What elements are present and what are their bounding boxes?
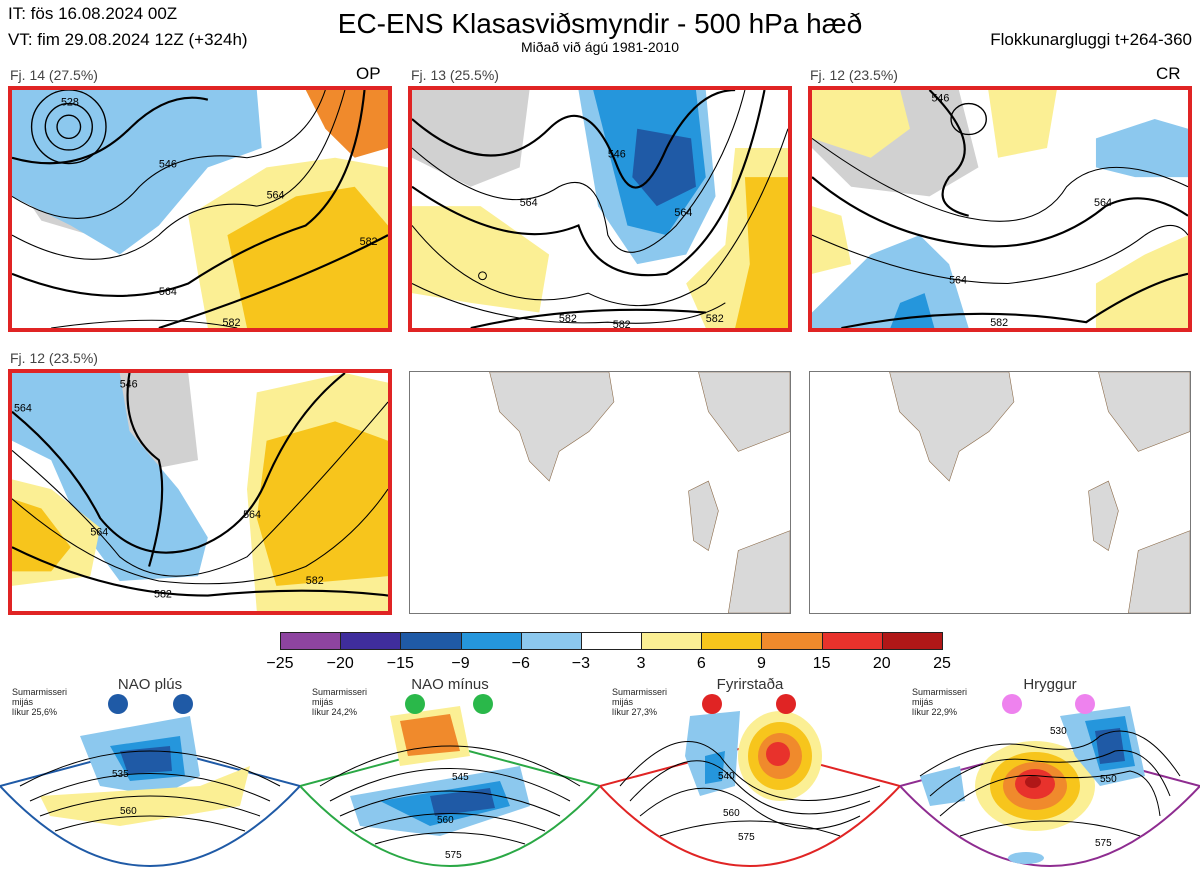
regime-dot <box>473 694 493 714</box>
cluster-map-4: 546 564 564 564 582 582 <box>8 369 392 615</box>
contour-label: 582 <box>990 317 1008 328</box>
valid-time: VT: fim 29.08.2024 12Z (+324h) <box>8 30 248 49</box>
contour-label: 564 <box>159 286 177 298</box>
contour-label: 560 <box>723 808 740 819</box>
regime-dot <box>1075 694 1095 714</box>
regime-blocking: 540 560 575 Fyrirstaða Sumarmisseri mijás… <box>600 676 900 871</box>
regime-dot <box>173 694 193 714</box>
colorbar-tick-label: −20 <box>326 655 354 672</box>
contour-label: 564 <box>520 197 538 209</box>
contour-label: 545 <box>452 772 469 783</box>
contour-label: 535 <box>112 769 129 780</box>
contour-label: 582 <box>706 313 724 325</box>
regime-dot <box>405 694 425 714</box>
colorbar-segment <box>280 632 342 650</box>
colorbar-segment <box>701 632 763 650</box>
empty-map-5 <box>409 371 791 614</box>
contour-label: 546 <box>931 93 949 105</box>
contour-label: 582 <box>306 575 324 587</box>
colorbar-segment <box>881 632 943 650</box>
empty-map-6 <box>809 371 1191 614</box>
regime-ridge: 530 550 575 Hryggur Sumarmisseri mijás lík… <box>900 676 1200 871</box>
contour-label: 582 <box>559 313 577 325</box>
colorbar-tick-label: −9 <box>451 655 470 672</box>
colorbar-tick-label: −6 <box>511 655 530 672</box>
colorbar-segment <box>520 632 582 650</box>
regime-title: Hryggur <box>1023 676 1077 693</box>
panel-3-label: Fj. 12 (23.5%) <box>810 67 898 83</box>
contour-label: 564 <box>1094 197 1112 209</box>
regime-dot <box>108 694 128 714</box>
contour-label: 564 <box>243 509 261 521</box>
panel-1-tag: OP <box>356 64 381 83</box>
panel-2-label: Fj. 13 (25.5%) <box>411 67 499 83</box>
cluster-map-3: 546 564 564 582 <box>808 86 1192 332</box>
contour-label: 564 <box>14 403 32 415</box>
contour-label: 540 <box>718 771 735 782</box>
regime-dot <box>1002 694 1022 714</box>
anomaly-colorbar <box>280 632 943 650</box>
regime-info: Sumarmisseri mijás líkur 25,6% <box>12 687 68 717</box>
contour-label: 575 <box>445 850 462 861</box>
colorbar-segment <box>761 632 823 650</box>
contour-label: 546 <box>608 149 626 161</box>
contour-label: 575 <box>738 832 755 843</box>
initial-time: IT: fös 16.08.2024 00Z <box>8 4 178 23</box>
panel-4-label: Fj. 12 (23.5%) <box>10 350 98 366</box>
contour-label: 560 <box>120 806 137 817</box>
contour-label: 582 <box>154 589 172 601</box>
classification-window: Flokkunargluggi t+264-360 <box>990 30 1192 49</box>
colorbar-tick-label: 6 <box>696 655 706 672</box>
contour-label: 582 <box>360 236 378 248</box>
contour-label: 564 <box>90 527 108 539</box>
contour-label: 564 <box>949 275 967 287</box>
regime-title: NAO plús <box>117 676 183 693</box>
colorbar-segment <box>580 632 643 650</box>
colorbar-segment <box>340 632 402 650</box>
regime-info: Sumarmisseri mijás líkur 27,3% <box>612 687 668 717</box>
regime-nao-minus: 545 560 575 NAO mínus Sumarmisseri mijás l… <box>300 676 600 871</box>
contour-label: 560 <box>437 815 454 826</box>
colorbar-tick-label: 20 <box>872 655 891 672</box>
colorbar-tick-label: −25 <box>266 655 294 672</box>
colorbar-tick-label: 15 <box>812 655 831 672</box>
colorbar-tick-label: −15 <box>386 655 414 672</box>
regime-info: Sumarmisseri mijás líkur 24,2% <box>312 687 368 717</box>
colorbar-segment <box>460 632 522 650</box>
panel-1-label: Fj. 14 (27.5%) <box>10 67 98 83</box>
cluster-map-2: 546 564 564 582 582 582 <box>408 86 792 332</box>
cluster-map-1: 528 546 564 564 582 582 <box>8 86 392 332</box>
regime-info: Sumarmisseri mijás líkur 22,9% <box>912 687 968 717</box>
colorbar-tick-label: 3 <box>636 655 646 672</box>
page-title: EC-ENS Klasasviðsmyndir - 500 hPa hæð <box>337 8 863 39</box>
colorbar-tick-label: 9 <box>757 655 766 672</box>
colorbar-tick-label: 25 <box>933 655 951 672</box>
colorbar-segment <box>821 632 883 650</box>
contour-label: 582 <box>223 317 241 328</box>
contour-label: 564 <box>267 189 285 201</box>
regime-dot <box>776 694 796 714</box>
contour-label: 564 <box>674 207 692 219</box>
panel-3-tag: CR <box>1156 64 1181 83</box>
regime-title: NAO mínus <box>411 676 489 693</box>
regime-title: Fyrirstaða <box>716 676 784 693</box>
colorbar-tick-label: −3 <box>571 655 591 672</box>
regime-nao-plus: 535 560 NAO plús Sumarmisseri mijás líkur … <box>0 676 300 871</box>
contour-label: 530 <box>1050 726 1067 737</box>
contour-label: 575 <box>1095 838 1112 849</box>
colorbar-segment <box>400 632 462 650</box>
page-subtitle: Miðað við ágú 1981-2010 <box>520 39 679 55</box>
contour-label: 550 <box>1100 774 1117 785</box>
contour-label: 546 <box>159 158 177 170</box>
contour-label: 582 <box>613 319 631 328</box>
colorbar-segment <box>641 632 703 650</box>
contour-label: 528 <box>61 97 79 109</box>
contour-label: 546 <box>120 379 138 391</box>
regime-dot <box>702 694 722 714</box>
